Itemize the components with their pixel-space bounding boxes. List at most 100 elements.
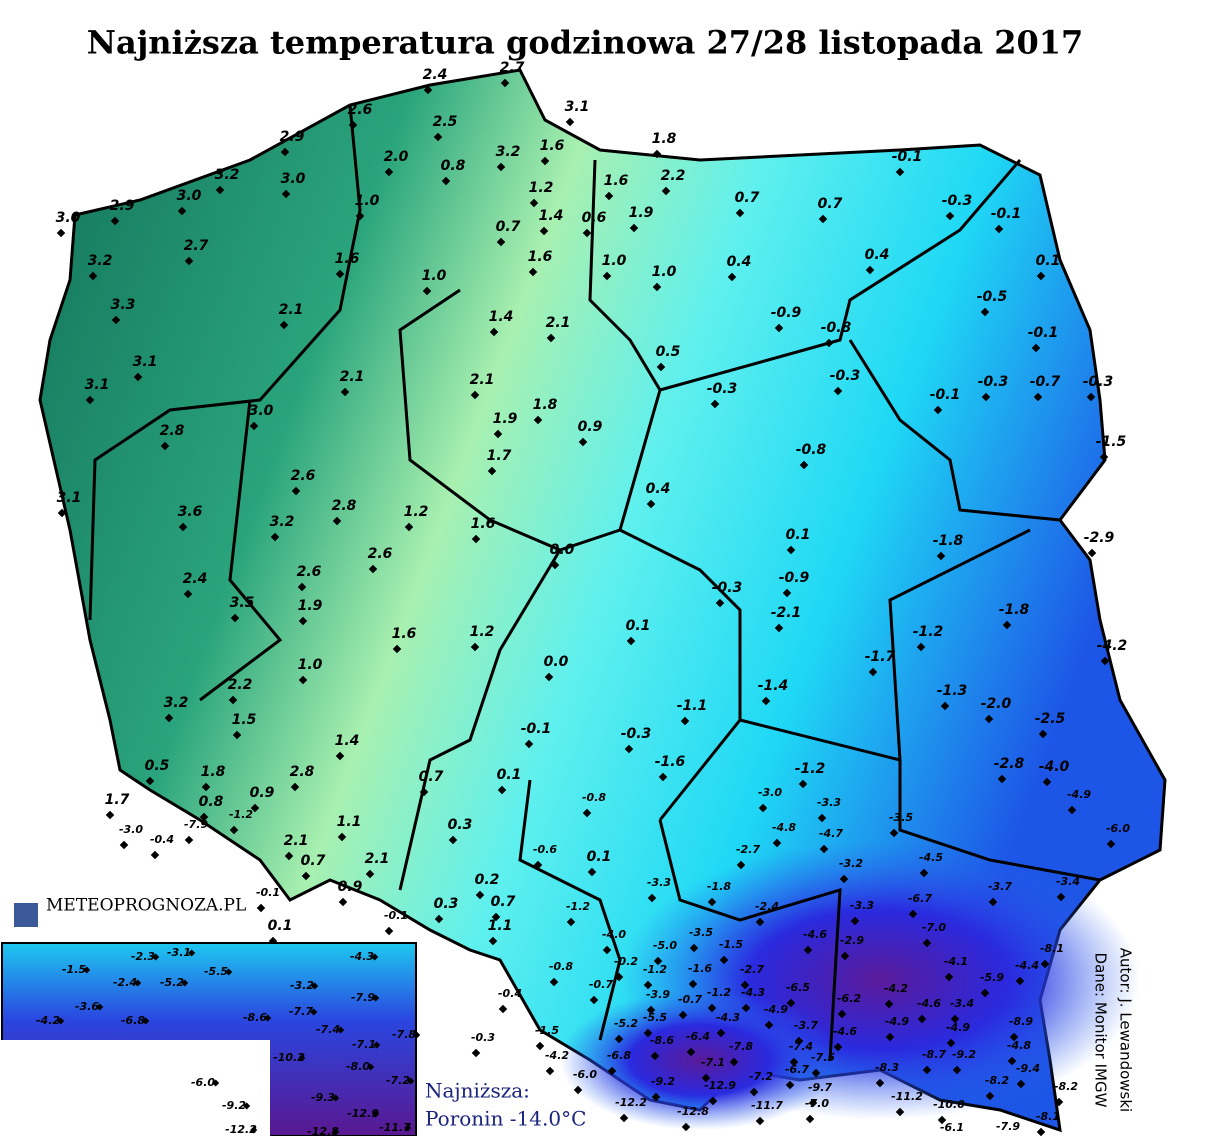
station-marker <box>1054 1097 1064 1107</box>
station-marker <box>1067 805 1077 815</box>
station-value: 0.5 <box>145 758 170 774</box>
station-value: -1.8 <box>707 880 731 893</box>
station-value: 3.2 <box>270 514 295 530</box>
station-value: 2.4 <box>423 67 448 83</box>
station-marker <box>188 949 196 957</box>
station-value: -0.7 <box>678 993 702 1006</box>
station-marker <box>270 532 280 542</box>
station-value: -3.3 <box>647 876 671 889</box>
station-value: -7.5 <box>811 1051 835 1064</box>
station-value: -4.6 <box>917 997 941 1010</box>
station-value: -1.2 <box>913 624 944 640</box>
station-marker <box>549 977 559 987</box>
station-value: 0.3 <box>448 817 473 833</box>
station-value: 3.5 <box>230 595 255 611</box>
station-value: -2.0 <box>981 696 1012 712</box>
station-marker <box>716 1028 726 1038</box>
station-marker <box>607 1066 617 1076</box>
station-marker <box>470 390 480 400</box>
borders <box>88 104 1101 1061</box>
station-value: 1.6 <box>604 173 629 189</box>
station-marker <box>1056 892 1066 902</box>
station-value: 0.1 <box>626 618 651 634</box>
station-marker <box>338 897 348 907</box>
station-marker <box>133 372 143 382</box>
station-value: -6.1 <box>940 1121 964 1134</box>
station-marker <box>786 545 796 555</box>
station-value: -8.1 <box>1040 942 1064 955</box>
station-value: -0.3 <box>712 580 743 596</box>
station-value: 3.0 <box>177 188 202 204</box>
station-value: -8.6 <box>650 1034 674 1047</box>
station-marker <box>150 850 160 860</box>
station-marker <box>727 272 737 282</box>
station-marker <box>808 1098 818 1108</box>
station-marker <box>755 917 765 927</box>
station-value: -0.5 <box>977 289 1008 305</box>
station-marker <box>701 1073 711 1083</box>
station-marker <box>475 890 485 900</box>
station-value: -4.8 <box>1007 1039 1031 1052</box>
station-marker <box>550 560 560 570</box>
station-value: 0.7 <box>491 894 516 910</box>
station-value: 3.0 <box>56 210 81 226</box>
station-marker <box>647 893 657 903</box>
station-value: -3.2 <box>290 979 314 992</box>
station-marker <box>980 307 990 317</box>
station-marker <box>368 564 378 574</box>
station-value: -3.0 <box>758 786 782 799</box>
station-value: -5.5 <box>643 1011 667 1024</box>
station-value: 2.1 <box>365 851 390 867</box>
station-value: 2.8 <box>290 764 315 780</box>
station-value: 0.9 <box>578 419 603 435</box>
station-value: 0.1 <box>1036 253 1061 269</box>
station-value: 1.9 <box>629 205 654 221</box>
station-value: 0.4 <box>646 481 671 497</box>
station-marker <box>256 903 266 913</box>
station-value: -6.8 <box>121 1014 145 1027</box>
station-marker <box>419 787 429 797</box>
station-value: -6.0 <box>573 1068 597 1081</box>
station-value: -0.1 <box>256 886 280 899</box>
station-value: -7.4 <box>316 1023 340 1036</box>
station-marker <box>614 1034 624 1044</box>
station-marker <box>1015 976 1025 986</box>
station-value: -1.2 <box>229 808 253 821</box>
station-value: 1.9 <box>298 598 323 614</box>
station-value: -7.1 <box>701 1056 725 1069</box>
station-marker <box>839 874 849 884</box>
station-value: -9.3 <box>311 1091 335 1104</box>
station-value: 1.4 <box>489 309 514 325</box>
station-value: -4.6 <box>833 1025 857 1038</box>
station-marker <box>404 522 414 532</box>
station-marker <box>819 844 829 854</box>
station-marker <box>290 782 300 792</box>
station-value: -0.4 <box>498 987 522 1000</box>
station-marker <box>423 85 433 95</box>
station-value: -4.7 <box>819 827 843 840</box>
station-marker <box>1040 959 1050 969</box>
station-value: -4.3 <box>741 986 765 999</box>
station-marker <box>817 813 827 823</box>
station-marker <box>895 1107 905 1117</box>
station-marker <box>833 1042 843 1052</box>
station-marker <box>587 867 597 877</box>
station-value: 3.3 <box>111 297 136 313</box>
station-marker <box>301 871 311 881</box>
station-value: -4.8 <box>772 821 796 834</box>
station-value: 1.2 <box>404 504 429 520</box>
station-value: -4.2 <box>884 982 908 995</box>
station-marker <box>533 860 543 870</box>
minimum-label: Najniższa: <box>425 1079 530 1103</box>
station-value: -0.1 <box>384 909 408 922</box>
station-marker <box>688 979 698 989</box>
station-marker <box>88 271 98 281</box>
station-value: 1.1 <box>488 918 513 934</box>
station-marker <box>544 672 554 682</box>
station-value: -1.2 <box>643 963 667 976</box>
station-value: -2.4 <box>113 976 137 989</box>
station-marker <box>488 936 498 946</box>
station-marker <box>602 271 612 281</box>
station-marker <box>1087 548 1097 558</box>
station-value: -5.2 <box>614 1017 638 1030</box>
